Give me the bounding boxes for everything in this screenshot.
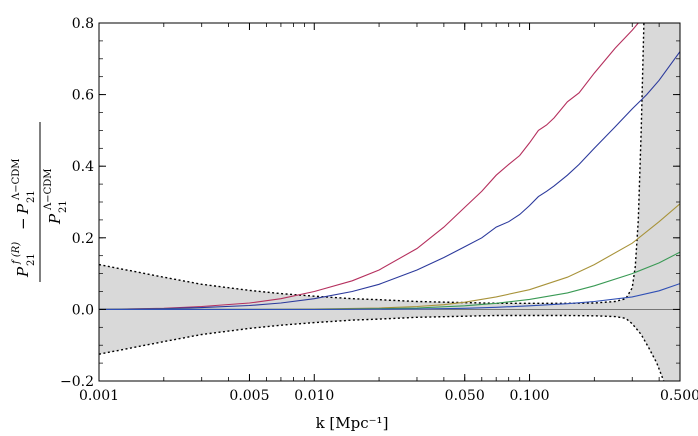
ylabel-denominator-sub: 21 bbox=[58, 200, 69, 213]
x-tick-labels: 0.001 0.005 0.010 0.050 0.100 0.500 bbox=[79, 388, 698, 404]
band-lower-boundary bbox=[99, 314, 665, 381]
error-band-fill bbox=[99, 23, 680, 381]
series-line-2 bbox=[99, 51, 680, 310]
ylabel-minus: − bbox=[14, 217, 32, 230]
y-tick-label: 0.2 bbox=[72, 231, 94, 247]
y-tick-label: 0.4 bbox=[72, 159, 94, 175]
x-tick-label: 0.050 bbox=[445, 388, 485, 404]
x-tick-label: 0.500 bbox=[660, 388, 698, 404]
series-line-1 bbox=[99, 23, 639, 310]
series-layer bbox=[99, 23, 680, 310]
y-tick-label: 0.8 bbox=[72, 16, 94, 32]
ylabel-denominator-P: P bbox=[46, 213, 64, 225]
error-band bbox=[99, 23, 680, 381]
ylabel-numerator-sub2: 21 bbox=[26, 190, 37, 203]
ylabel-numerator-sub1: 21 bbox=[26, 253, 37, 266]
ylabel-denominator-sup: Λ−CDM bbox=[43, 168, 54, 211]
y-tick-label: −0.2 bbox=[60, 374, 94, 390]
y-tick-labels: −0.2 0.0 0.2 0.4 0.6 0.8 bbox=[60, 16, 94, 390]
y-tick-label: 0.0 bbox=[72, 302, 94, 318]
y-axis-label: P 21 f (R) − P 21 Λ−CDM P 21 Λ−CDM bbox=[11, 122, 69, 282]
x-tick-label: 0.001 bbox=[79, 388, 119, 404]
x-tick-label: 0.010 bbox=[294, 388, 334, 404]
ylabel-numerator-P2: P bbox=[14, 203, 32, 215]
x-tick-label: 0.005 bbox=[229, 388, 269, 404]
ylabel-numerator-sup1: f (R) bbox=[11, 242, 22, 265]
series-line-5 bbox=[99, 283, 680, 310]
x-axis-label: k [Mpc⁻¹] bbox=[316, 414, 389, 432]
x-tick-label: 0.100 bbox=[509, 388, 549, 404]
y-tick-label: 0.6 bbox=[72, 88, 94, 104]
ylabel-numerator-sup2: Λ−CDM bbox=[11, 158, 22, 201]
ylabel-numerator-P1: P bbox=[14, 266, 32, 278]
axis-ticks bbox=[98, 22, 681, 382]
band-upper-boundary bbox=[99, 23, 645, 304]
